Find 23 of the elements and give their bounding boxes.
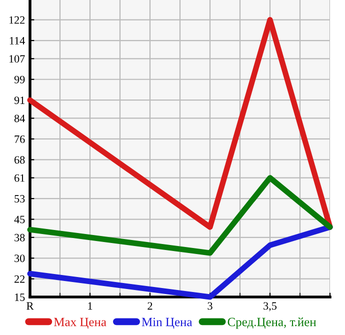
legend-label: Min Цена	[142, 318, 192, 329]
y-tick-label: 45	[14, 216, 25, 224]
y-tick-label: 30	[14, 254, 25, 262]
x-tick-label: 3,5	[264, 302, 277, 312]
x-tick-label: R	[26, 302, 34, 310]
y-tick-label: 91	[14, 96, 24, 104]
y-tick-label: 122	[9, 16, 25, 24]
x-tick-label: 2	[148, 302, 152, 310]
y-tick-label: 22	[14, 275, 25, 283]
y-tick-label: 38	[14, 234, 25, 242]
y-tick-label: 15	[15, 294, 25, 301]
y-tick-label: 61	[14, 174, 24, 182]
y-tick-label: 68	[14, 156, 25, 164]
legend-label: Max Цена	[54, 318, 106, 329]
x-tick-label: 1	[88, 302, 92, 310]
y-tick-label: 84	[14, 114, 25, 122]
legend-label: Сред.Цена, т.йен	[228, 318, 316, 329]
x-tick-label: 3	[208, 302, 212, 310]
y-tick-label: 53	[14, 195, 25, 203]
y-tick-label: 76	[14, 135, 25, 143]
y-tick-label: 99	[14, 76, 25, 84]
y-tick-label: 114	[10, 37, 25, 44]
y-tick-label: 107	[9, 55, 25, 63]
